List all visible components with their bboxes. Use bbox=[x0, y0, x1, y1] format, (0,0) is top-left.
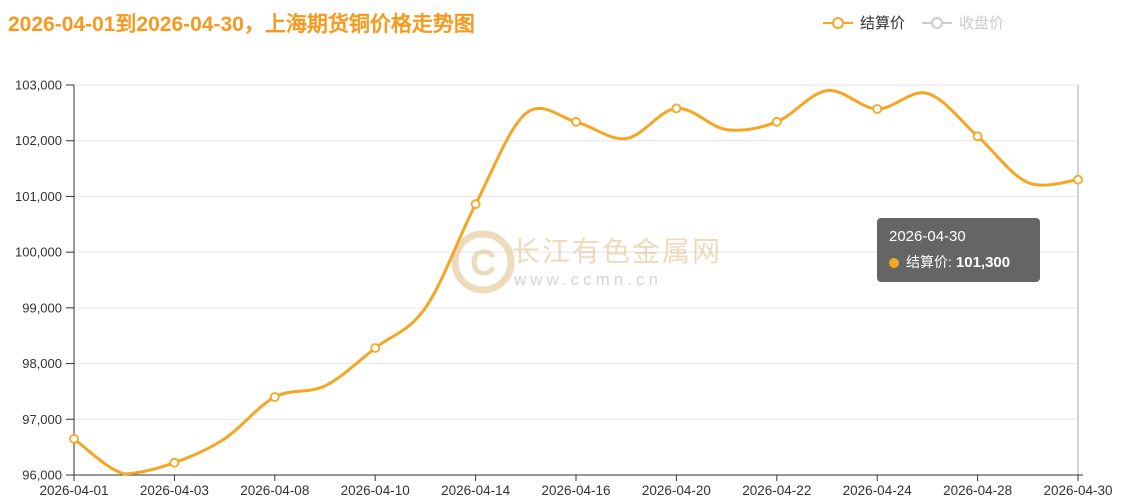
x-tick-label: 2026-04-22 bbox=[742, 483, 811, 498]
legend-label-settlement: 结算价 bbox=[860, 15, 906, 32]
data-point-marker[interactable] bbox=[771, 116, 782, 127]
ccmn-logo-icon bbox=[451, 230, 515, 294]
data-point-marker[interactable] bbox=[872, 104, 883, 114]
data-point-marker[interactable] bbox=[571, 116, 581, 127]
legend: 结算价 收盘价 bbox=[822, 12, 1004, 33]
watermark-site-name: 长江有色金属网 bbox=[512, 236, 722, 267]
legend-item-closing-price[interactable]: 收盘价 bbox=[921, 12, 1004, 33]
y-tick-label: 99,000 bbox=[22, 300, 62, 315]
data-point-marker[interactable] bbox=[470, 199, 481, 210]
y-tick-label: 103,000 bbox=[15, 78, 62, 93]
x-tick-label: 2026-04-01 bbox=[39, 483, 108, 498]
y-tick-label: 102,000 bbox=[15, 133, 62, 148]
legend-item-settlement-price[interactable]: 结算价 bbox=[822, 12, 905, 33]
data-point-marker[interactable] bbox=[671, 103, 682, 114]
watermark-site-url: www.ccmn.cn bbox=[513, 270, 662, 289]
data-point-marker[interactable] bbox=[169, 457, 180, 468]
page-title: 2026-04-01到2026-04-30，上海期货铜价格走势图 bbox=[8, 13, 475, 36]
x-tick-label: 2026-04-20 bbox=[642, 483, 711, 498]
data-point-marker[interactable] bbox=[69, 433, 79, 444]
ccmn-logo-letter: C bbox=[470, 242, 496, 283]
x-tick-label: 2026-04-08 bbox=[240, 483, 309, 498]
x-tick-label: 2026-04-14 bbox=[441, 483, 511, 498]
y-tick-label: 101,000 bbox=[15, 189, 62, 204]
y-tick-label: 98,000 bbox=[22, 356, 62, 371]
x-tick-label: 2026-04-03 bbox=[140, 483, 209, 498]
data-point-marker[interactable] bbox=[972, 131, 983, 142]
x-tick-label: 2026-04-16 bbox=[541, 483, 610, 498]
data-point-marker[interactable] bbox=[269, 392, 280, 402]
x-tick-label: 2026-04-30 bbox=[1043, 483, 1112, 498]
legend-label-closing: 收盘价 bbox=[959, 15, 1005, 32]
line-series-icon bbox=[823, 16, 853, 29]
y-tick-label: 100,000 bbox=[15, 245, 62, 260]
watermark: C 长江有色金属网 www.ccmn.cn bbox=[451, 230, 722, 294]
x-tick-label: 2026-04-24 bbox=[843, 483, 913, 498]
legend-ring bbox=[931, 16, 944, 29]
x-tick-label: 2026-04-28 bbox=[943, 483, 1012, 498]
y-tick-label: 97,000 bbox=[22, 412, 62, 427]
y-tick-label: 96,000 bbox=[22, 468, 62, 483]
settlement-price-line[interactable] bbox=[72, 89, 1080, 476]
data-point-marker[interactable] bbox=[370, 343, 381, 353]
line-series-icon bbox=[922, 16, 953, 29]
legend-ring bbox=[832, 16, 844, 29]
x-tick-label: 2026-04-10 bbox=[341, 483, 410, 498]
data-point-marker[interactable] bbox=[1073, 174, 1083, 185]
